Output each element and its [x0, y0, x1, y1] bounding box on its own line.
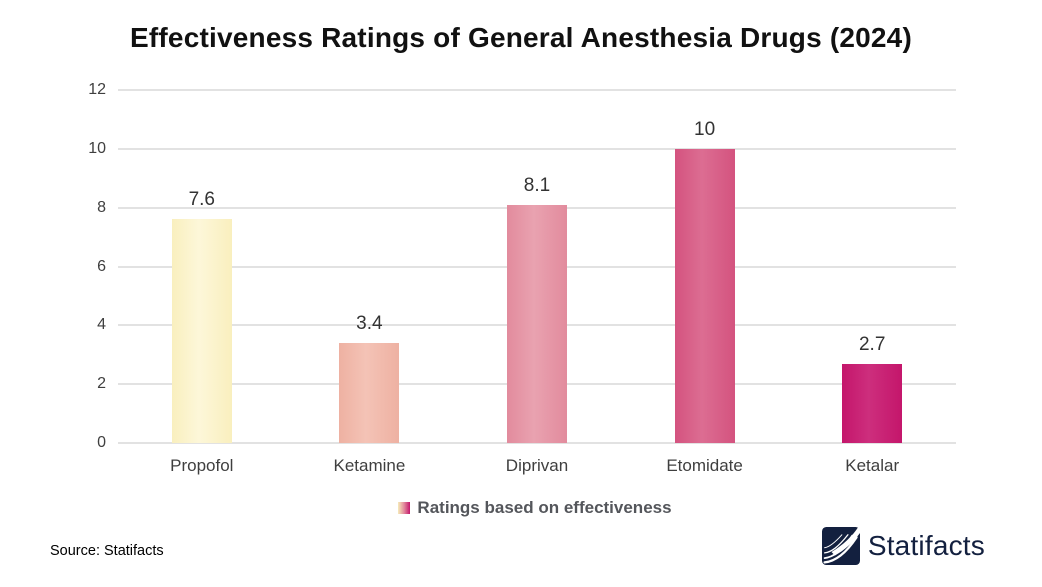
x-axis-label: Ketamine: [333, 456, 406, 475]
brand-name: Statifacts: [867, 530, 985, 561]
brand-logo: Statifacts: [821, 527, 985, 565]
bar-slot: 2.7 Ketalar: [788, 90, 956, 475]
y-axis-tick-label: 4: [97, 316, 106, 334]
gridline: [118, 147, 956, 150]
x-axis-label: Etomidate: [666, 456, 743, 475]
x-axis-label: Ketalar: [845, 456, 900, 475]
bar-slot: 7.6 Propofol: [118, 90, 286, 475]
legend-item: Ratings based on effectiveness: [398, 498, 672, 518]
y-axis-tick-label: 10: [88, 139, 106, 157]
bar-slot: 3.4 Ketamine: [286, 90, 454, 475]
bar-etomidate: [674, 148, 735, 443]
bar-propofol: [171, 219, 232, 443]
legend: Ratings based on effectiveness: [0, 498, 1042, 518]
gridline: [118, 442, 956, 444]
x-axis-label: Diprivan: [505, 456, 569, 475]
y-axis-tick-label: 6: [97, 257, 106, 275]
chart-title: Effectiveness Ratings of General Anesthe…: [130, 22, 912, 53]
bar-slot: 8.1 Diprivan: [453, 90, 621, 475]
y-axis-tick-label: 2: [97, 375, 106, 393]
value-label: 8.1: [523, 174, 551, 196]
bar-diprivan: [506, 204, 567, 443]
y-axis-tick-label: 8: [97, 198, 106, 216]
statifacts-logo-icon: [821, 527, 860, 565]
x-axis-label: Propofol: [170, 456, 234, 475]
value-label: 10: [694, 118, 716, 140]
bar-ketalar: [842, 363, 903, 443]
source-credit: Source: Statifacts: [50, 543, 164, 559]
y-axis-tick-label: 12: [88, 81, 106, 98]
value-label: 3.4: [356, 312, 383, 334]
bar-slot: 10 Etomidate: [621, 90, 789, 475]
plot-area: 0 2 4 6 8 10 12 7.6 Propofol 3.4 Ketamine 8.1 Dipriv…: [88, 82, 956, 475]
y-axis-tick-label: 0: [97, 434, 106, 451]
value-label: 2.7: [858, 333, 886, 355]
gridline: [118, 89, 956, 91]
legend-label: Ratings based on effectiveness: [417, 498, 672, 517]
legend-swatch-icon: [398, 502, 411, 514]
value-label: 7.6: [188, 189, 216, 211]
bar-ketamine: [339, 342, 400, 443]
